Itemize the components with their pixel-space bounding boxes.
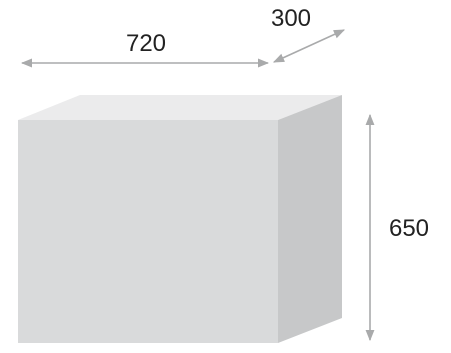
box-top-face <box>18 95 342 120</box>
height-dimension-label: 650 <box>389 215 429 242</box>
depth-dimension-arrow <box>272 29 346 63</box>
width-dimension-label: 720 <box>126 30 166 57</box>
box-side-face <box>278 95 342 343</box>
depth-dimension-label: 300 <box>271 5 311 32</box>
box-front-face <box>18 120 278 343</box>
